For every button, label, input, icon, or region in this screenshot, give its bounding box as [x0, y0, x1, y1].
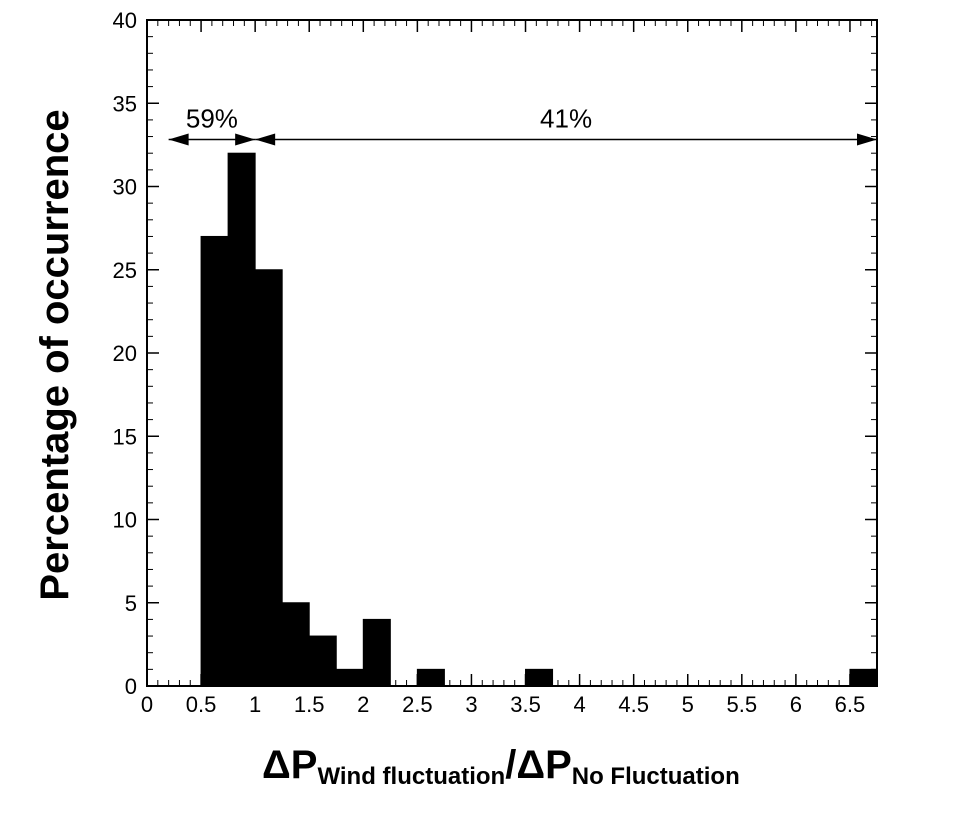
bars-group	[200, 152, 878, 687]
histogram-bar-6	[362, 618, 391, 687]
x-tick-label: 3.5	[510, 692, 541, 717]
x-tick-label: 0.5	[186, 692, 217, 717]
x-tick-label: 6.5	[835, 692, 866, 717]
y-tick-label: 25	[113, 258, 137, 283]
histogram-bar-0	[200, 235, 229, 687]
x-tick-label: 6	[790, 692, 802, 717]
annotation-label-1: 41%	[540, 104, 592, 134]
x-label-p-2: P	[545, 743, 572, 787]
x-label-delta-1: Δ	[262, 743, 291, 787]
x-tick-label: 4.5	[618, 692, 649, 717]
histogram-bar-4	[308, 635, 337, 687]
histogram-bar-8	[525, 668, 554, 687]
x-label-sub-wind: Wind fluctuation	[317, 763, 505, 790]
x-tick-label: 5.5	[727, 692, 758, 717]
histogram-bar-2	[254, 269, 283, 687]
y-tick-label: 20	[113, 341, 137, 366]
x-axis-label: ΔPWind fluctuation/ΔPNo Fluctuation	[262, 743, 740, 790]
x-tick-label: 1	[249, 692, 261, 717]
y-tick-label: 35	[113, 91, 137, 116]
histogram-bar-9	[849, 668, 878, 687]
y-tick-label: 30	[113, 175, 137, 200]
arrow-head-left-icon	[168, 133, 189, 146]
x-label-p-1: P	[291, 743, 318, 787]
annotations: 59% 41%	[168, 104, 877, 146]
y-tick-label: 15	[113, 424, 137, 449]
y-axis: 0 5 10 15 20 25 30 35 40	[113, 8, 877, 699]
x-label-sub-no: No Fluctuation	[572, 763, 740, 790]
y-tick-label: 10	[113, 508, 137, 533]
x-tick-label: 4	[573, 692, 585, 717]
arrow-head-right-icon	[857, 133, 877, 146]
x-tick-label: 3	[465, 692, 477, 717]
x-tick-label: 2	[357, 692, 369, 717]
histogram-bar-7	[416, 668, 445, 687]
histogram-bar-1	[227, 152, 256, 687]
histogram-bar-5	[335, 668, 364, 687]
histogram-bar-3	[281, 602, 310, 687]
x-tick-label: 2.5	[402, 692, 433, 717]
y-tick-label: 0	[125, 674, 137, 699]
arrow-head-right-icon	[235, 133, 256, 146]
x-tick-label: 0	[141, 692, 153, 717]
x-label-delta-2: Δ	[516, 743, 545, 787]
x-tick-label: 5	[682, 692, 694, 717]
y-tick-label: 40	[113, 8, 137, 33]
y-axis-label: Percentage of occurrence	[33, 109, 77, 600]
arrow-head-left-icon	[255, 133, 276, 146]
x-axis: 0 0.5 1 1.5 2 2.5 3 3.5 4 4.5 5 5.5 6 6.5	[141, 20, 873, 717]
y-tick-label: 5	[125, 591, 137, 616]
x-label-slash: /	[505, 743, 516, 787]
annotation-label-0: 59%	[186, 104, 238, 134]
x-tick-label: 1.5	[294, 692, 325, 717]
